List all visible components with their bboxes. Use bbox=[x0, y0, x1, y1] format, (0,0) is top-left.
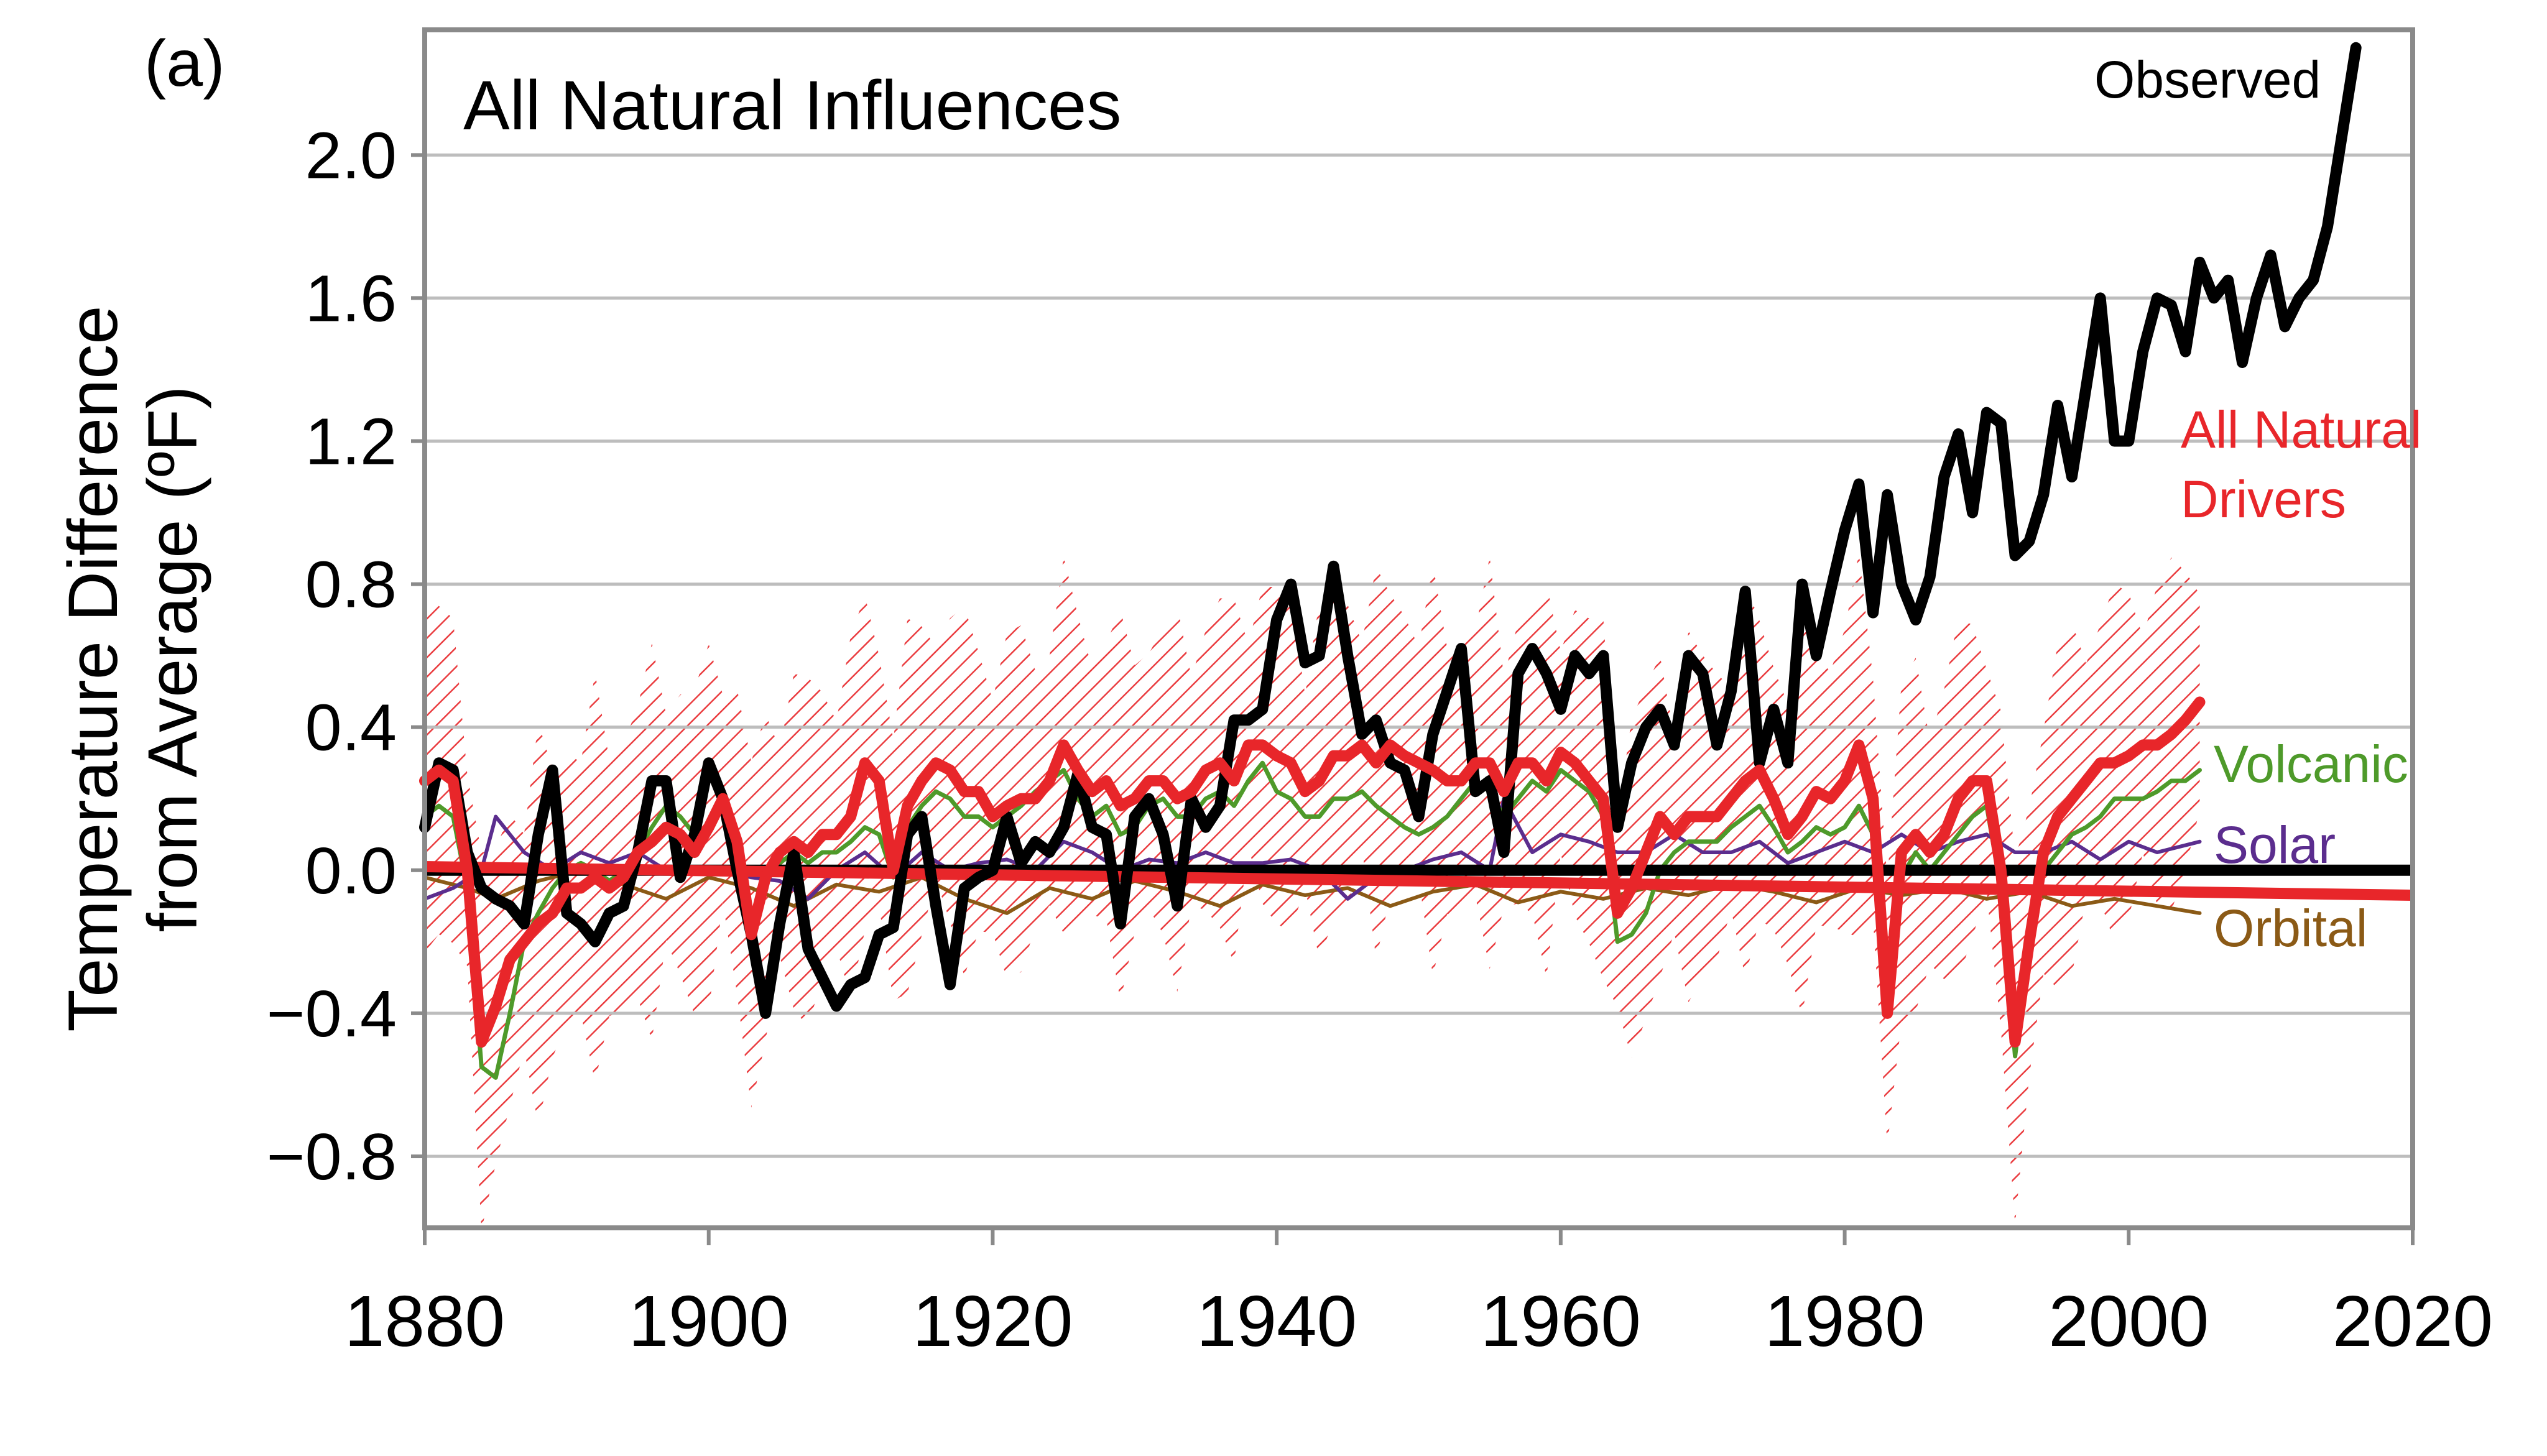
panel-label: (a) bbox=[144, 27, 225, 100]
y-tick-label-7: 2.0 bbox=[305, 119, 397, 192]
y-axis-label: Temperature Difference from Average (ºF) bbox=[54, 286, 211, 1031]
y-tick-label-5: 1.2 bbox=[305, 405, 397, 479]
label-all-natural-line-1: Drivers bbox=[2181, 470, 2346, 528]
label-solar: Solar bbox=[2214, 816, 2336, 874]
label-solar-line-0: Solar bbox=[2214, 816, 2336, 874]
series-all-natural-line bbox=[419, 696, 2206, 1048]
series-labels: Observed All Natural Drivers Volcanic Solar O… bbox=[2094, 50, 2421, 957]
x-tick-label-3: 1940 bbox=[1196, 1281, 1357, 1362]
y-tick-label-0: −0.8 bbox=[267, 1120, 397, 1194]
series-lines bbox=[419, 42, 2413, 1080]
y-axis-label-line-2: from Average (ºF) bbox=[134, 385, 211, 932]
y-axis-ticks: −0.8 −0.4 0.0 0.4 0.8 1.2 1.6 2.0 bbox=[267, 119, 425, 1194]
label-observed-line-0: Observed bbox=[2094, 50, 2321, 109]
y-tick-label-6: 1.6 bbox=[305, 262, 397, 335]
x-tick-label-1: 1900 bbox=[629, 1281, 789, 1362]
chart-title: All Natural Influences bbox=[463, 67, 1121, 144]
label-orbital-line-0: Orbital bbox=[2214, 899, 2367, 957]
y-tick-label-4: 0.8 bbox=[305, 548, 397, 622]
x-tick-label-5: 1980 bbox=[1765, 1281, 1925, 1362]
all-natural-trend-line bbox=[424, 861, 2413, 901]
y-axis-label-line-1: Temperature Difference bbox=[54, 305, 132, 1031]
x-tick-label-0: 1880 bbox=[344, 1281, 505, 1362]
x-tick-label-7: 2020 bbox=[2332, 1281, 2493, 1362]
label-all-natural: All Natural Drivers bbox=[2181, 400, 2421, 528]
x-tick-label-2: 1920 bbox=[912, 1281, 1073, 1362]
x-tick-label-4: 1960 bbox=[1481, 1281, 1641, 1362]
y-tick-label-3: 0.4 bbox=[305, 691, 397, 765]
label-orbital: Orbital bbox=[2214, 899, 2367, 957]
plot-frame bbox=[422, 27, 2415, 1230]
x-tick-label-6: 2000 bbox=[2048, 1281, 2209, 1362]
y-tick-label-1: −0.4 bbox=[267, 977, 397, 1051]
label-observed: Observed bbox=[2094, 50, 2321, 109]
label-volcanic: Volcanic bbox=[2214, 735, 2408, 793]
y-tick-label-2: 0.0 bbox=[305, 834, 397, 908]
x-axis-ticks: 1880 1900 1920 1940 1960 1980 2000 2020 bbox=[344, 1228, 2493, 1362]
label-volcanic-line-0: Volcanic bbox=[2214, 735, 2408, 793]
label-all-natural-line-0: All Natural bbox=[2181, 400, 2421, 459]
